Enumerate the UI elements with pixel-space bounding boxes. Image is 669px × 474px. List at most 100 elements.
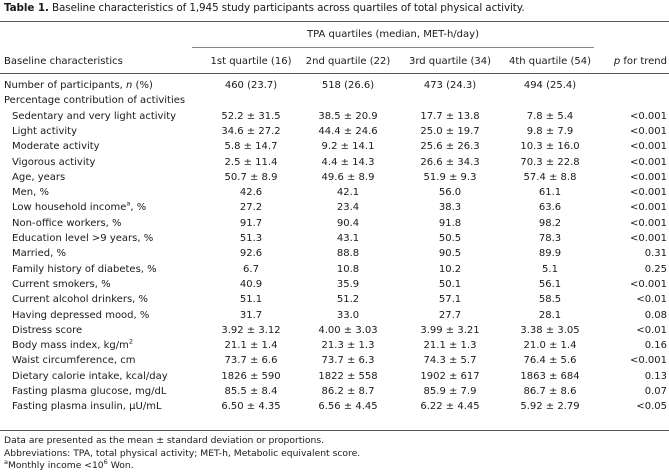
cell-q4: 28.1: [538, 309, 562, 321]
cell-q4: 1863 ± 684: [520, 370, 580, 382]
cell-p-trend: 0.16: [644, 340, 667, 352]
cell-q1: 85.5 ± 8.4: [224, 386, 278, 397]
cell-q3: 17.7 ± 13.8: [420, 110, 480, 122]
footnote-3: aMonthly income <106 Won.: [4, 457, 134, 471]
cell-q1: 21.1 ± 1.4: [224, 340, 278, 352]
footnote-3-text: Monthly income <10: [7, 460, 104, 471]
cell-q2: 33.0: [336, 309, 360, 321]
table-row: Non-office workers, % 91.7 90.4 91.8 98.2 <0.…: [0, 216, 669, 231]
cell-q1: 34.6 ± 27.2: [221, 125, 281, 137]
cell-p-trend: <0.05: [636, 401, 667, 413]
table-row: Low household incomea, % 27.2 23.4 38.3 63.6…: [0, 200, 669, 215]
cell-q3: 27.7: [438, 309, 462, 321]
table-row: Percentage contribution of activities: [0, 93, 669, 108]
row-label-text: Light activity: [12, 125, 77, 137]
col-header-q2: 2nd quartile (22): [305, 56, 391, 67]
row-label: Current alcohol drinkers, %: [12, 292, 148, 307]
cell-q2: 23.4: [336, 202, 360, 214]
table-row: Sedentary and very light activity 52.2 ± …: [0, 109, 669, 124]
cell-q4: 58.5: [538, 294, 562, 306]
footnote-2: Abbreviations: TPA, total physical activ…: [4, 448, 361, 459]
cell-q2: 6.56 ± 4.45: [318, 401, 378, 413]
cell-q4: 78.3: [538, 233, 562, 244]
table-number: Table 1.: [4, 2, 49, 14]
footnote-exponent: 6: [103, 457, 108, 466]
cell-q2: 49.6 ± 8.9: [321, 171, 375, 183]
cell-q3: 90.5: [438, 248, 462, 260]
row-label-superscript: a: [126, 200, 131, 209]
top-rule: [0, 21, 669, 22]
table-row: Fasting plasma glucose, mg/dL 85.5 ± 8.4 8…: [0, 384, 669, 399]
cell-q1: 27.2: [239, 202, 263, 214]
row-label-text: Fasting plasma glucose, mg/dL: [12, 386, 167, 397]
row-label: Vigorous activity: [12, 155, 95, 170]
cell-p-trend: <0.01: [636, 324, 667, 336]
trend-suffix: for trend: [620, 56, 667, 67]
cell-q2: 90.4: [336, 217, 360, 229]
cell-q3: 25.6 ± 26.3: [420, 141, 480, 153]
cell-p-trend: <0.001: [629, 110, 667, 122]
table-row: Current smokers, % 40.9 35.9 50.1 56.1 <0.001: [0, 277, 669, 292]
cell-q3: 51.9 ± 9.3: [423, 171, 477, 183]
cell-q3: 50.5: [438, 233, 462, 244]
cell-q4: 89.9: [538, 248, 562, 260]
row-label: Age, years: [12, 170, 65, 185]
cell-q1: 6.7: [243, 263, 259, 275]
row-label: Number of participants, n (%): [4, 78, 153, 93]
cell-q2: 38.5 ± 20.9: [318, 110, 378, 122]
cell-q3: 3.99 ± 3.21: [420, 324, 480, 336]
cell-p-trend: <0.001: [629, 156, 667, 168]
col-header-q3: 3rd quartile (34): [408, 56, 492, 67]
cell-q4: 57.4 ± 8.8: [523, 171, 577, 183]
row-label: Fasting plasma glucose, mg/dL: [12, 384, 166, 399]
cell-q1: 1826 ± 590: [221, 370, 281, 382]
cell-q2: 1822 ± 558: [318, 370, 378, 382]
cell-p-trend: <0.001: [629, 125, 667, 137]
cell-q1: 91.7: [239, 217, 263, 229]
row-label-text: Age, years: [12, 171, 66, 183]
row-label-text: Number of participants, n (%): [4, 80, 153, 91]
cell-q4: 5.1: [542, 263, 558, 275]
cell-p-trend: <0.001: [629, 217, 667, 229]
cell-q2: 35.9: [336, 278, 360, 290]
cell-q2: 73.7 ± 6.3: [321, 355, 375, 367]
cell-q3: 21.1 ± 1.3: [423, 340, 477, 352]
row-label-text: Low household income: [12, 202, 127, 214]
p-symbol: p: [613, 56, 621, 67]
cell-q3: 473 (24.3): [423, 80, 477, 91]
table-caption: Baseline characteristics of 1,945 study …: [52, 2, 525, 14]
cell-q2: 4.4 ± 14.3: [321, 156, 375, 168]
cell-q3: 85.9 ± 7.9: [423, 386, 477, 397]
cell-q2: 51.2: [336, 294, 360, 306]
cell-q1: 42.6: [239, 187, 263, 199]
cell-q4: 494 (25.4): [523, 80, 577, 91]
cell-q1: 51.1: [239, 294, 263, 306]
row-label-text: Having depressed mood, %: [12, 309, 150, 321]
cell-p-trend: <0.001: [629, 141, 667, 153]
row-label: Distress score: [12, 323, 82, 338]
cell-q3: 10.2: [438, 263, 462, 275]
row-label-text: Fasting plasma insulin, μU/mL: [12, 401, 162, 413]
table-row: Moderate activity 5.8 ± 14.7 9.2 ± 14.1 25.…: [0, 139, 669, 154]
row-label-text: Waist circumference, cm: [12, 355, 136, 367]
bottom-rule: [0, 430, 669, 431]
cell-q2: 44.4 ± 24.6: [318, 125, 378, 137]
table-row: Number of participants, n (%) 460 (23.7) 5…: [0, 78, 669, 93]
cell-q4: 70.3 ± 22.8: [520, 156, 580, 168]
row-label: Current smokers, %: [12, 277, 111, 292]
col-header-q1: 1st quartile (16): [210, 56, 292, 67]
row-label-text: Family history of diabetes, %: [12, 263, 157, 275]
row-label-text: Moderate activity: [12, 141, 100, 153]
table-row: Age, years 50.7 ± 8.9 49.6 ± 8.9 51.9 ± 9.3…: [0, 170, 669, 185]
row-label: Dietary calorie intake, kcal/day: [12, 369, 168, 384]
row-label: Education level >9 years, %: [12, 231, 153, 246]
table-row: Current alcohol drinkers, % 51.1 51.2 57.1 5…: [0, 292, 669, 307]
cell-q3: 1902 ± 617: [420, 370, 480, 382]
row-label-header: Baseline characteristics: [4, 56, 123, 67]
row-label-text: Current smokers, %: [12, 278, 111, 290]
footnote-1: Data are presented as the mean ± standar…: [4, 435, 325, 446]
cell-q1: 92.6: [239, 248, 263, 260]
row-label: Men, %: [12, 185, 49, 200]
cell-q3: 26.6 ± 34.3: [420, 156, 480, 168]
row-label: Fasting plasma insulin, μU/mL: [12, 399, 162, 414]
